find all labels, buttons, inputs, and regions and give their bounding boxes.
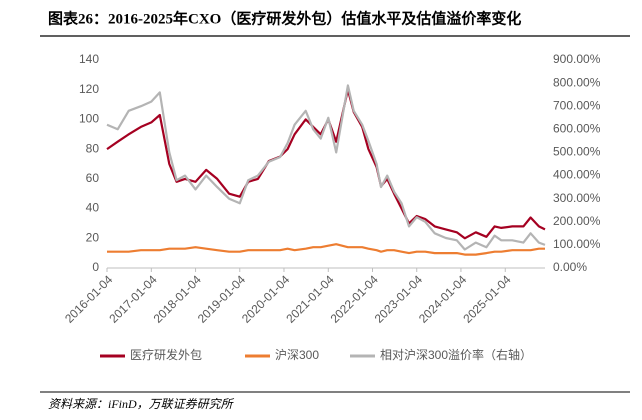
y-tick-label: 140 bbox=[79, 52, 99, 66]
legend-label: 医疗研发外包 bbox=[130, 347, 202, 362]
chart-title: 图表26：2016-2025年CXO（医疗研发外包）估值水平及估值溢价率变化 bbox=[48, 9, 521, 27]
y2-tick-label: 700.00% bbox=[553, 98, 601, 112]
y2-tick-label: 200.00% bbox=[553, 214, 601, 228]
y-tick-label: 100 bbox=[79, 112, 99, 126]
series-line bbox=[107, 243, 545, 256]
y-tick-label: 80 bbox=[86, 141, 100, 155]
y-tick-label: 40 bbox=[86, 201, 100, 215]
y2-tick-label: 800.00% bbox=[553, 75, 601, 89]
y2-tick-label: 100.00% bbox=[553, 237, 601, 251]
legend-label: 沪深300 bbox=[275, 348, 319, 362]
y-tick-label: 20 bbox=[86, 230, 100, 244]
legend-label: 相对沪深300溢价率（右轴） bbox=[380, 347, 532, 362]
source: 资料来源：iFinD，万联证券研究所 bbox=[48, 397, 235, 411]
y-tick-label: 120 bbox=[79, 82, 99, 96]
x-tick-label: 2025-01-04 bbox=[460, 272, 514, 326]
y2-tick-label: 300.00% bbox=[553, 191, 601, 205]
y2-tick-label: 0.00% bbox=[553, 260, 587, 274]
series-line bbox=[106, 84, 546, 251]
y2-tick-label: 500.00% bbox=[553, 145, 601, 159]
y2-tick-label: 600.00% bbox=[553, 122, 601, 136]
y-tick-label: 60 bbox=[86, 171, 100, 185]
y2-tick-label: 900.00% bbox=[553, 52, 601, 66]
y2-tick-label: 400.00% bbox=[553, 168, 601, 182]
y-tick-label: 0 bbox=[92, 260, 99, 274]
